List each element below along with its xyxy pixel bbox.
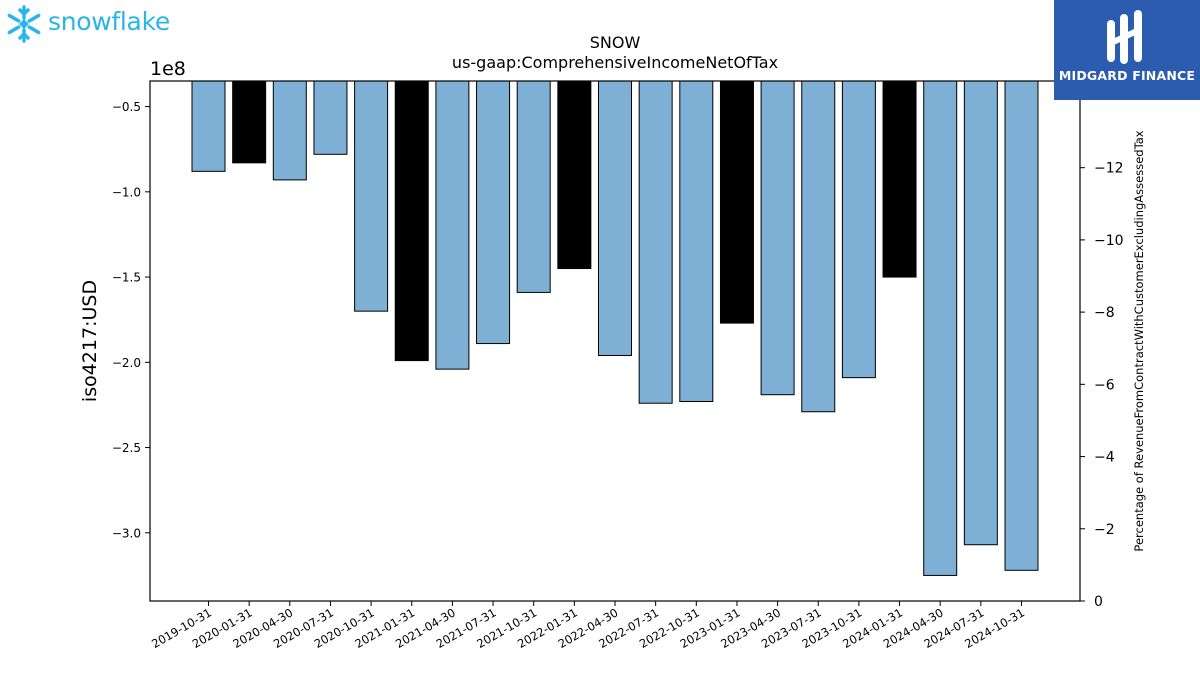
- bar-2023-04-30: [760, 80, 795, 396]
- midgard-monogram-icon: [1107, 10, 1142, 64]
- snowflake-icon: [7, 5, 41, 43]
- bar-2020-04-30: [272, 80, 307, 181]
- bar-2021-07-31: [476, 80, 511, 345]
- bar-2022-07-31: [638, 80, 673, 404]
- bar-2023-10-31: [841, 80, 876, 379]
- bar-2023-07-31: [801, 80, 836, 413]
- y-tick-label: −1.0: [112, 185, 141, 199]
- bar-2022-10-31: [679, 80, 714, 403]
- y2-tick-label: −10: [1094, 233, 1124, 249]
- snowflake-wordmark: snowflake: [48, 7, 170, 36]
- bar-2019-10-31: [191, 80, 226, 172]
- y2-tick-label: −6: [1094, 377, 1115, 393]
- bar-2020-07-31: [313, 80, 348, 155]
- bar-2022-01-31: [557, 80, 592, 270]
- bar-2024-10-31: [1004, 80, 1039, 571]
- chart-subtitle: us-gaap:ComprehensiveIncomeNetOfTax: [452, 53, 778, 72]
- bar-2021-01-31: [394, 80, 429, 362]
- y2-tick-label: −12: [1094, 161, 1124, 177]
- bar-2021-04-30: [435, 80, 470, 370]
- bars-group: [191, 80, 1039, 576]
- y2-tick-label: −8: [1094, 305, 1115, 321]
- y2-tick-label: −2: [1094, 522, 1115, 538]
- bar-2020-01-31: [232, 80, 267, 164]
- midgard-wordmark: MIDGARD FINANCE: [1058, 68, 1196, 83]
- y2-tick-label: −4: [1094, 450, 1115, 466]
- chart-title: SNOW: [590, 33, 641, 52]
- y-tick-label: −0.5: [112, 100, 141, 114]
- y-tick-label: −1.5: [112, 271, 141, 285]
- y-tick-label: −2.5: [112, 441, 141, 455]
- bar-2021-10-31: [516, 80, 551, 293]
- midgard-finance-logo: MIDGARD FINANCE: [1054, 0, 1200, 100]
- y2-tick-label: 0: [1094, 594, 1103, 610]
- bar-2020-10-31: [354, 80, 389, 312]
- y-tick-label: −2.0: [112, 356, 141, 370]
- bar-2024-01-31: [882, 80, 917, 278]
- bar-2024-04-30: [923, 80, 958, 576]
- bar-2023-01-31: [719, 80, 754, 324]
- bar-2024-07-31: [963, 80, 998, 546]
- snowflake-logo: snowflake: [4, 4, 184, 44]
- y-axis-label: iso4217:USD: [79, 280, 101, 402]
- y-offset-text: 1e8: [150, 58, 186, 80]
- y2-axis-label: Percentage of RevenueFromContractWithCus…: [1132, 130, 1146, 551]
- bar-2022-04-30: [598, 80, 632, 356]
- y-tick-label: −3.0: [112, 526, 141, 540]
